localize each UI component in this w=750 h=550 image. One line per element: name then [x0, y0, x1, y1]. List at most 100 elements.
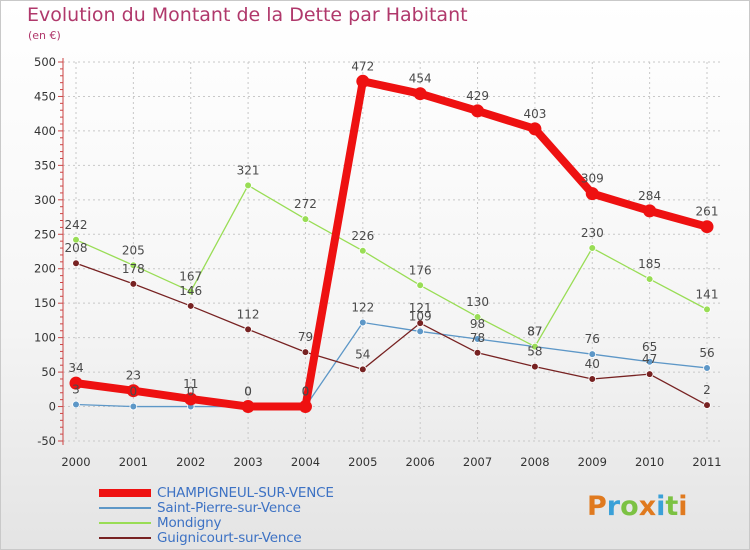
y-tick-label: 200: [34, 262, 56, 276]
data-label: 176: [409, 263, 432, 277]
x-tick-label: 2007: [463, 455, 492, 469]
series-layer: [69, 74, 714, 414]
data-point: [301, 348, 310, 356]
series-line-0: [72, 77, 711, 411]
data-point: [643, 204, 657, 218]
series-line-3: [75, 262, 708, 406]
data-point: [72, 259, 80, 268]
data-label: 3: [72, 382, 80, 396]
data-point: [703, 305, 711, 314]
y-tick-label: -50: [37, 434, 56, 448]
data-point: [244, 325, 252, 334]
legend-label: Guignicourt-sur-Vence: [157, 529, 302, 546]
data-point: [298, 400, 312, 414]
data-label: 23: [126, 369, 141, 383]
data-label: 242: [65, 218, 88, 232]
data-label: 454: [409, 72, 432, 86]
data-point: [129, 280, 138, 288]
y-tick-label: 500: [34, 55, 56, 69]
data-point: [700, 220, 714, 234]
x-tick-label: 2011: [692, 455, 721, 469]
data-label: 0: [302, 385, 310, 399]
data-point: [473, 335, 482, 343]
data-label: 0: [187, 385, 195, 399]
y-tick-label: 250: [34, 227, 56, 241]
data-label: 309: [581, 172, 604, 186]
data-point: [72, 400, 80, 409]
x-tick-label: 2004: [291, 455, 320, 469]
legend-swatch: [99, 536, 151, 539]
y-tick-label: 100: [34, 331, 56, 345]
data-label: 141: [696, 287, 719, 301]
data-label: 87: [527, 325, 542, 339]
data-point: [126, 384, 140, 398]
logo-letter: i: [678, 491, 688, 522]
logo-letter: P: [587, 491, 607, 522]
legend-swatch: [99, 521, 151, 524]
data-point: [588, 244, 597, 252]
logo-letter: o: [620, 491, 639, 522]
data-label: 87: [527, 325, 542, 339]
data-label: 130: [466, 295, 489, 309]
chart-subtitle: (en €): [28, 29, 61, 42]
data-point: [356, 74, 370, 88]
data-label: 79: [298, 330, 313, 344]
data-point: [72, 235, 80, 244]
legend-swatch: [99, 506, 151, 509]
y-tick-label: 0: [49, 400, 56, 414]
y-tick-label: 350: [34, 158, 56, 172]
data-point: [241, 400, 255, 414]
x-tick-label: 2009: [578, 455, 607, 469]
chart-legend: CHAMPIGNEUL-SUR-VENCE Saint-Pierre-sur-Ve…: [99, 485, 334, 546]
data-label: 321: [237, 163, 260, 177]
data-point: [645, 275, 654, 283]
data-point: [413, 87, 427, 101]
data-label: 178: [122, 262, 145, 276]
data-point: [129, 261, 138, 270]
data-label: 56: [699, 346, 714, 360]
data-label: 40: [585, 357, 600, 371]
data-point: [471, 104, 485, 118]
data-point: [184, 392, 198, 406]
data-label: 167: [179, 269, 202, 283]
x-tick-label: 2003: [233, 455, 262, 469]
data-label: 284: [638, 189, 661, 203]
data-point: [416, 327, 424, 336]
data-point: [301, 215, 310, 223]
y-tick-label: 150: [34, 296, 56, 310]
data-label: 230: [581, 226, 604, 240]
data-label: 0: [130, 385, 138, 399]
data-point: [69, 376, 83, 390]
data-point: [703, 364, 711, 372]
data-point: [416, 281, 424, 290]
legend-item: Saint-Pierre-sur-Vence: [99, 500, 334, 516]
data-label: 205: [122, 243, 145, 257]
legend-item: Guignicourt-sur-Vence: [99, 529, 334, 546]
y-tick-label: 450: [34, 89, 56, 103]
x-tick-label: 2000: [61, 455, 90, 469]
data-label: 429: [466, 89, 489, 103]
grid-layer: [63, 61, 723, 442]
data-label: 0: [244, 385, 252, 399]
data-label: 11: [183, 377, 198, 391]
x-tick-label: 2010: [635, 455, 664, 469]
data-label: 2: [703, 383, 711, 397]
data-label: 112: [237, 307, 260, 321]
legend-item: Mondigny: [99, 515, 334, 531]
legend-swatch: [99, 488, 151, 497]
data-label: 58: [527, 345, 542, 359]
data-label: 98: [470, 317, 485, 331]
data-point: [585, 187, 599, 201]
x-tick-label: 2008: [520, 455, 549, 469]
data-point: [473, 313, 482, 321]
series-line-2: [75, 184, 708, 348]
chart-title: Evolution du Montant de la Dette par Hab…: [27, 4, 468, 26]
y-tick-label: 300: [34, 193, 56, 207]
logo-letter: i: [656, 491, 666, 522]
data-point: [359, 318, 367, 327]
data-label: 146: [179, 284, 202, 298]
data-label: 78: [470, 331, 485, 345]
data-point: [186, 287, 195, 296]
